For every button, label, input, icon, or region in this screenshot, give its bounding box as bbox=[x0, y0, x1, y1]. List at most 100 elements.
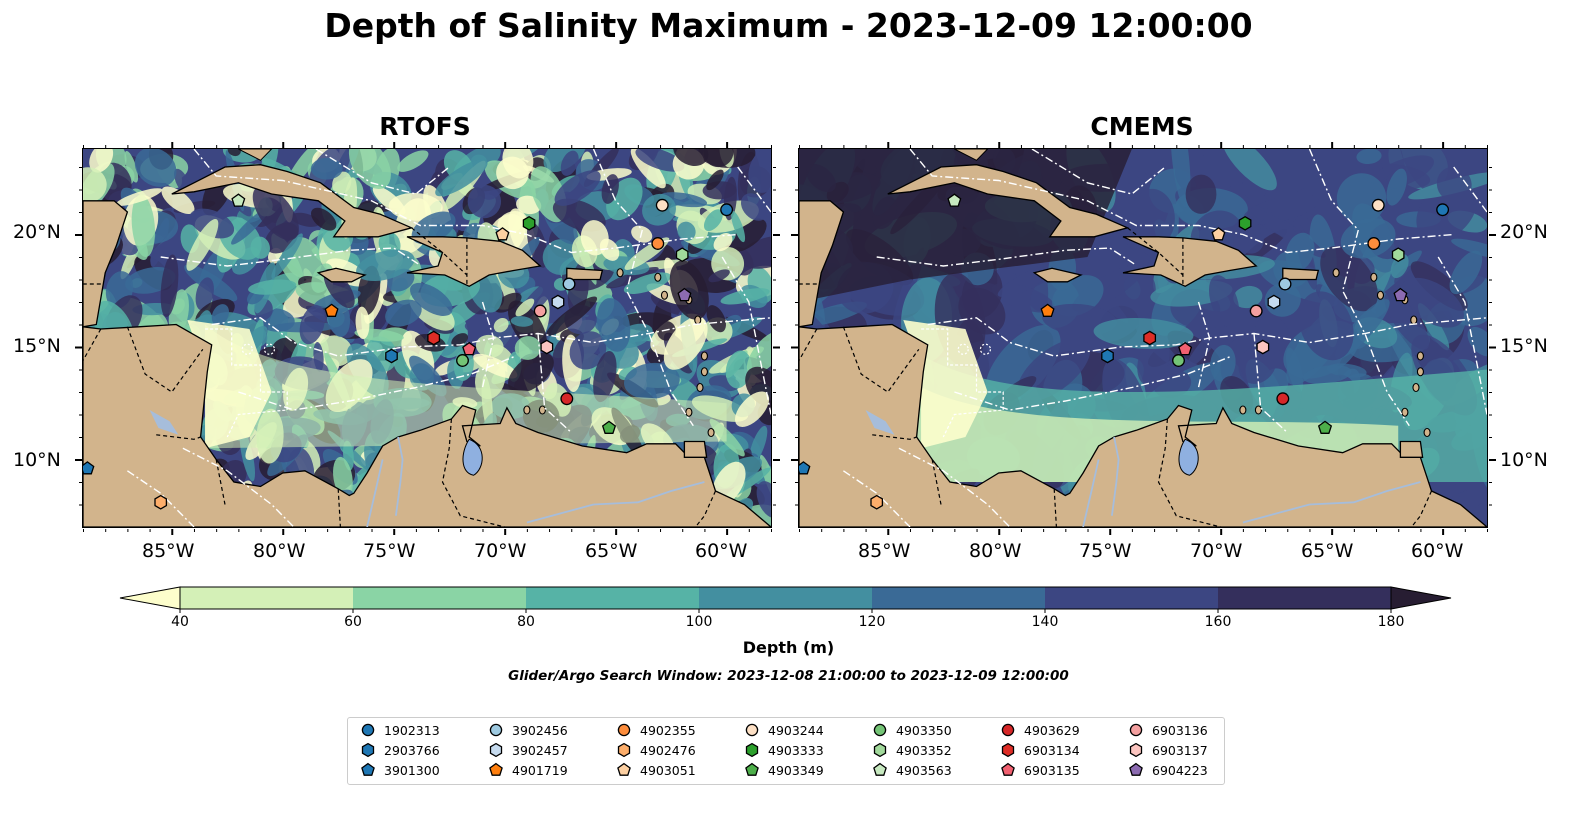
float-marker-4901719 bbox=[1040, 303, 1055, 317]
lon-tick-label: 70°W bbox=[1190, 540, 1243, 562]
legend-label: 6903136 bbox=[1152, 722, 1208, 738]
legend-item: 6904223 bbox=[1128, 761, 1208, 779]
legend-item: 4903051 bbox=[616, 761, 696, 779]
legend-label: 3902457 bbox=[512, 742, 568, 758]
panel-title-cmems: CMEMS bbox=[1090, 112, 1194, 141]
lat-tick-label-left: 20°N bbox=[13, 221, 61, 243]
legend-marker-icon bbox=[489, 742, 503, 758]
float-marker-4902476 bbox=[154, 494, 168, 510]
legend-marker-icon bbox=[1001, 762, 1015, 776]
land-yucatan bbox=[799, 200, 845, 328]
legend-item: 3902456 bbox=[488, 721, 568, 739]
colorbar-tick-label: 100 bbox=[685, 614, 713, 630]
legend-marker bbox=[745, 762, 759, 776]
colorbar-label: Depth (m) bbox=[742, 638, 835, 657]
legend-marker bbox=[617, 723, 631, 737]
land-puertorico bbox=[566, 267, 604, 281]
lon-tick-label: 60°W bbox=[1411, 540, 1464, 562]
legend-marker bbox=[489, 742, 503, 758]
legend-label: 6903134 bbox=[1024, 742, 1080, 758]
land-centralam bbox=[799, 323, 1487, 527]
float-marker-4903349 bbox=[601, 420, 617, 434]
float-marker-6903134 bbox=[427, 330, 441, 346]
land-centralam bbox=[83, 323, 771, 527]
land-trinidad bbox=[1399, 440, 1424, 458]
lon-tick-label: 85°W bbox=[858, 540, 911, 562]
legend-item: 3901300 bbox=[360, 761, 440, 779]
legend-marker-icon bbox=[873, 762, 887, 776]
legend-item: 4903352 bbox=[872, 741, 952, 759]
legend-item: 4903563 bbox=[872, 761, 952, 779]
colorbar bbox=[119, 586, 1452, 613]
legend-label: 3901300 bbox=[384, 762, 440, 778]
float-marker-6903135 bbox=[1178, 341, 1193, 356]
float-marker-4903352 bbox=[1391, 247, 1405, 263]
land-jamaica bbox=[1032, 267, 1083, 283]
legend-marker-icon bbox=[617, 742, 631, 758]
float-marker-6903137 bbox=[540, 339, 554, 355]
float-marker-4902355 bbox=[1367, 237, 1381, 250]
float-marker-4903244 bbox=[1371, 198, 1385, 212]
float-marker-6904223 bbox=[1393, 287, 1408, 302]
legend-label: 3902456 bbox=[512, 722, 568, 738]
float-marker-4903051 bbox=[1211, 227, 1226, 241]
land-yucatan bbox=[83, 200, 129, 328]
land-jamaica bbox=[316, 267, 367, 283]
float-marker-1902313 bbox=[1436, 203, 1450, 217]
legend-marker bbox=[489, 723, 503, 737]
map-canvas bbox=[83, 149, 771, 527]
legend-item: 1902313 bbox=[360, 721, 440, 739]
float-marker-3902456 bbox=[562, 277, 576, 291]
legend-item: 4903333 bbox=[744, 741, 824, 759]
lon-tick-label: 85°W bbox=[142, 540, 195, 562]
legend-marker-icon bbox=[361, 723, 375, 737]
legend-item: 4903349 bbox=[744, 761, 824, 779]
legend-item: 4903629 bbox=[1000, 721, 1080, 739]
legend-marker bbox=[745, 723, 759, 737]
lat-tick-label-right: 15°N bbox=[1500, 335, 1548, 357]
float-marker-4903333 bbox=[1238, 215, 1252, 231]
legend-marker-icon bbox=[361, 762, 375, 776]
lon-tick-label: 80°W bbox=[253, 540, 306, 562]
legend-label: 6903137 bbox=[1152, 742, 1208, 758]
legend-item: 6903134 bbox=[1000, 741, 1080, 759]
float-marker-6903136 bbox=[1249, 304, 1263, 318]
float-marker-6904223 bbox=[677, 287, 692, 302]
legend-marker bbox=[1129, 723, 1143, 737]
legend-item: 4902476 bbox=[616, 741, 696, 759]
legend-marker bbox=[1001, 723, 1015, 737]
float-marker-4903051 bbox=[495, 227, 510, 241]
lat-tick-label-right: 20°N bbox=[1500, 221, 1548, 243]
legend-item: 4903244 bbox=[744, 721, 824, 739]
legend: 1902313 2903766 3901300 3902456 3902457 49017… bbox=[347, 717, 1225, 785]
lake-maracaibo bbox=[1178, 438, 1199, 476]
float-marker-4903350 bbox=[1172, 354, 1185, 367]
colorbar-tick-label: 60 bbox=[344, 614, 362, 630]
float-marker-3901300 bbox=[799, 461, 811, 475]
legend-marker-icon bbox=[745, 742, 759, 758]
legend-marker-icon bbox=[1001, 723, 1015, 737]
legend-marker-icon bbox=[361, 742, 375, 758]
legend-item: 4903350 bbox=[872, 721, 952, 739]
lon-tick-label: 75°W bbox=[363, 540, 416, 562]
lon-tick-label: 80°W bbox=[969, 540, 1022, 562]
legend-marker-icon bbox=[617, 723, 631, 737]
legend-marker-icon bbox=[873, 742, 887, 758]
legend-item: 2903766 bbox=[360, 741, 440, 759]
legend-marker-icon bbox=[745, 762, 759, 776]
colorbar-tick-label: 180 bbox=[1377, 614, 1405, 630]
float-marker-4902476 bbox=[870, 494, 884, 510]
legend-label: 4903244 bbox=[768, 722, 824, 738]
legend-item: 4902355 bbox=[616, 721, 696, 739]
legend-marker bbox=[1129, 742, 1143, 758]
float-marker-4903333 bbox=[522, 215, 536, 231]
float-marker-4901719 bbox=[324, 303, 339, 317]
lon-tick-label: 65°W bbox=[1301, 540, 1354, 562]
lon-tick-label: 60°W bbox=[695, 540, 748, 562]
float-marker-6903134 bbox=[1143, 330, 1157, 346]
legend-label: 4901719 bbox=[512, 762, 568, 778]
lon-tick-label: 75°W bbox=[1079, 540, 1132, 562]
rtofs-map bbox=[82, 148, 772, 528]
legend-label: 4903629 bbox=[1024, 722, 1080, 738]
legend-marker bbox=[873, 742, 887, 758]
